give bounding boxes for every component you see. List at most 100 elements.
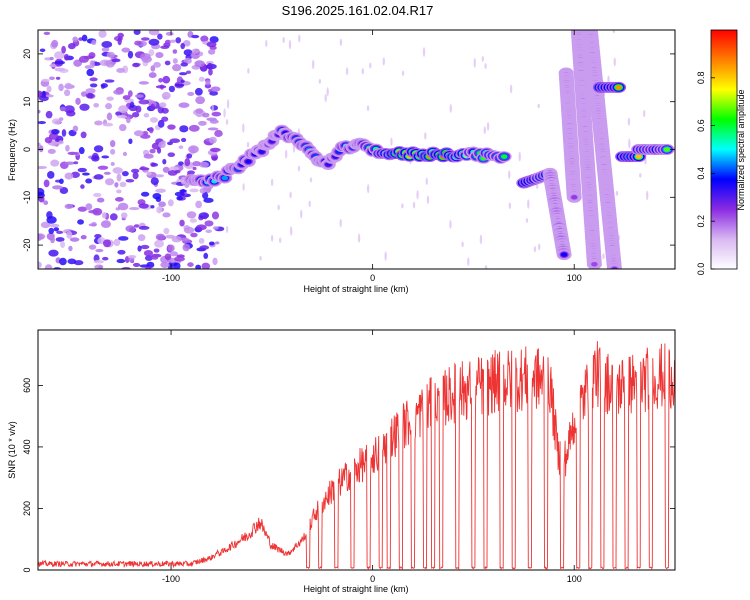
spectrogram-noise-cell: [173, 262, 181, 269]
spectrogram-noise-cell: [194, 60, 205, 68]
spectrogram-noise-cell: [156, 206, 162, 214]
spectrogram-ytick-label: 20: [22, 49, 32, 59]
spectrogram-noise-cell: [94, 264, 104, 269]
spectrogram-streak-cell: [390, 137, 393, 146]
spectrogram-noise-cell: [45, 110, 53, 119]
spectrogram-noise-cell: [150, 103, 156, 111]
spectrogram-noise-cell: [89, 83, 98, 88]
spectrogram-noise-cell: [143, 153, 154, 159]
spectrogram-streak-cell: [339, 218, 342, 228]
spectrogram-streak-cell: [639, 173, 642, 178]
spectrogram-noise-cell: [88, 209, 99, 214]
spectrogram-noise-cell: [72, 125, 79, 132]
spectrogram-streak-cell: [486, 122, 490, 131]
spectrogram-noise-cell: [81, 34, 88, 42]
spectrogram-track-cell: [221, 175, 228, 181]
spectrogram-noise-cell: [102, 122, 114, 127]
spectrogram-noise-cell: [59, 106, 66, 111]
spectrogram-streak-cell: [536, 184, 539, 189]
spectrogram-noise-cell: [38, 142, 41, 147]
spectrogram-noise-cell: [143, 250, 153, 257]
spectrogram-noise-cell: [195, 200, 203, 209]
spectrogram-noise-cell: [155, 174, 165, 178]
spectrogram-streak-cell: [308, 200, 311, 208]
spectrogram-streak-cell: [297, 165, 301, 172]
spectrogram-noise-cell: [146, 171, 152, 176]
spectrogram-noise-cell: [47, 148, 56, 154]
spectrogram-noise-cell: [172, 49, 178, 54]
spectrogram-track-cell: [258, 149, 265, 155]
spectrogram-noise-cell: [116, 115, 128, 119]
spectrogram-noise-cell: [77, 167, 87, 173]
spectrogram-noise-cell: [78, 147, 85, 155]
spectrogram-noise-cell: [54, 67, 66, 72]
spectrogram-noise-cell: [106, 112, 113, 121]
spectrogram-streak-cell: [382, 57, 385, 66]
spectrogram-streak-cell: [288, 39, 292, 50]
spectrogram-noise-cell: [169, 251, 179, 257]
spectrogram-noise-cell: [211, 156, 218, 161]
spectrogram-noise-cell: [43, 200, 49, 206]
spectrogram-noise-cell: [192, 166, 197, 171]
spectrogram-noise-cell: [98, 30, 107, 38]
spectrogram-noise-cell: [43, 179, 50, 188]
spectrogram-noise-cell: [64, 161, 76, 165]
spectrogram-noise-cell: [205, 79, 211, 86]
spectrogram-streak-cell: [643, 109, 646, 118]
spectrogram-noise-cell: [164, 60, 171, 66]
spectrogram-streak-cell: [270, 178, 274, 187]
spectrogram-noise-cell: [199, 245, 210, 250]
spectrogram-noise-cell: [118, 236, 129, 241]
spectrogram-noise-cell: [58, 117, 64, 121]
spectrogram-noise-cell: [207, 62, 213, 70]
spectrogram-noise-cell: [63, 89, 71, 97]
spectrogram-noise-cell: [49, 56, 54, 61]
spectrogram-noise-cell: [105, 103, 112, 110]
spectrogram-noise-cell: [85, 203, 93, 211]
spectrogram-noise-cell: [155, 233, 166, 241]
spectrogram-noise-cell: [214, 241, 220, 245]
spectrogram-noise-cell: [105, 178, 115, 186]
spectrogram-streak-cell: [508, 202, 512, 209]
spectrogram-noise-cell: [68, 245, 73, 252]
spectrogram-noise-cell: [93, 259, 104, 264]
spectrogram-streak-cell: [538, 243, 541, 251]
spectrogram-noise-cell: [167, 199, 174, 207]
spectrogram-noise-cell: [73, 161, 79, 165]
spectrogram-segment-cell: [615, 85, 622, 90]
spectrogram-noise-cell: [198, 120, 207, 126]
spectrogram-noise-cell: [106, 51, 115, 58]
spectrogram-streak-cell: [311, 59, 315, 70]
snr-ytick-label: 400: [22, 439, 32, 454]
spectrogram-noise-cell: [88, 244, 97, 250]
spectrogram-streak-cell: [289, 226, 293, 236]
spectrogram-noise-cell: [150, 205, 155, 209]
spectrogram-noise-cell: [100, 220, 111, 228]
spectrogram-segment-cell: [560, 252, 568, 257]
spectrogram-noise-cell: [190, 232, 198, 238]
spectrogram-noise-cell: [54, 51, 65, 60]
spectrogram-streak-cell: [449, 104, 452, 113]
spectrogram-streak-cell: [318, 78, 322, 84]
spectrogram-noise-cell: [88, 223, 97, 227]
spectrogram-noise-cell: [38, 165, 48, 170]
spectrogram-noise-cell: [141, 55, 153, 63]
spectrogram-streak-cell: [426, 195, 430, 204]
spectrogram-noise-cell: [162, 166, 170, 173]
spectrogram-noise-cell: [127, 255, 137, 259]
spectrogram-streak-cell: [509, 84, 513, 94]
spectrogram-streak-cell: [289, 191, 292, 199]
spectrogram-streak-cell: [479, 234, 483, 245]
spectrogram-noise-cell: [44, 264, 53, 269]
spectrogram-streak-cell: [533, 246, 537, 253]
spectrogram-noise-cell: [182, 243, 191, 252]
spectrogram-noise-cell: [143, 113, 150, 118]
spectrogram-streak-cell: [518, 151, 521, 162]
spectrogram-noise-cell: [140, 134, 151, 139]
spectrogram-noise-cell: [114, 182, 119, 188]
spectrogram-streak-cell: [627, 117, 631, 126]
spectrogram-noise-cell: [178, 102, 190, 108]
spectrogram-noise-cell: [202, 112, 210, 118]
